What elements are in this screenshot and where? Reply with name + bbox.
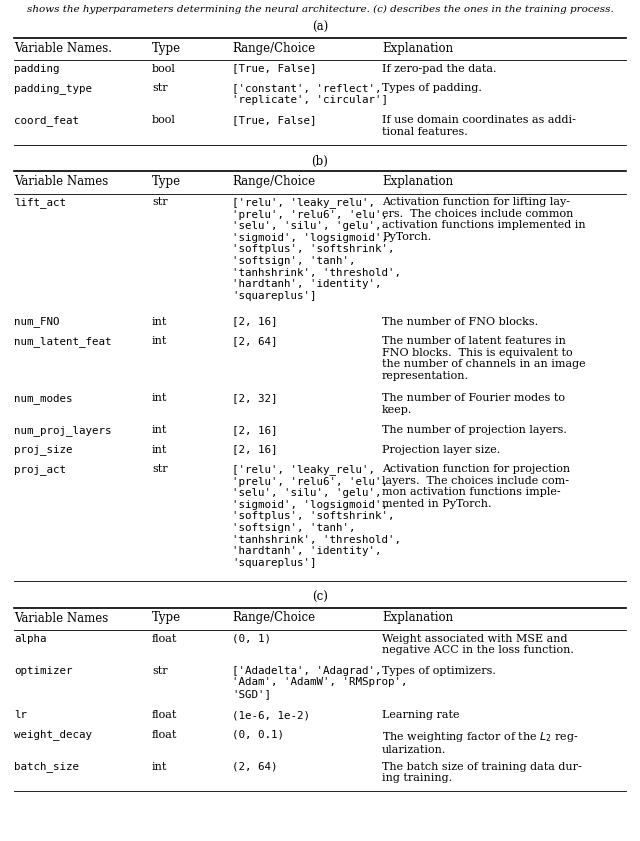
Text: ['relu', 'leaky_relu',
'prelu', 'relu6', 'elu',
'selu', 'silu', 'gelu',
'sigmoid: ['relu', 'leaky_relu', 'prelu', 'relu6',… — [232, 197, 401, 301]
Text: Types of padding.: Types of padding. — [382, 83, 482, 93]
Text: [2, 16]: [2, 16] — [232, 445, 278, 454]
Text: num_modes: num_modes — [14, 393, 72, 404]
Text: alpha: alpha — [14, 633, 47, 643]
Text: proj_size: proj_size — [14, 445, 72, 456]
Text: Activation function for projection
layers.  The choices include com-
mon activat: Activation function for projection layer… — [382, 464, 570, 509]
Text: [2, 64]: [2, 64] — [232, 336, 278, 346]
Text: str: str — [152, 665, 168, 675]
Text: The weighting factor of the $L_2$ reg-
ularization.: The weighting factor of the $L_2$ reg- u… — [382, 729, 579, 755]
Text: ['constant', 'reflect',
'replicate', 'circular']: ['constant', 'reflect', 'replicate', 'ci… — [232, 83, 388, 104]
Text: Range/Choice: Range/Choice — [232, 611, 315, 625]
Text: [2, 16]: [2, 16] — [232, 316, 278, 326]
Text: Range/Choice: Range/Choice — [232, 41, 315, 55]
Text: (b): (b) — [312, 155, 328, 167]
Text: (1e-6, 1e-2): (1e-6, 1e-2) — [232, 710, 310, 720]
Text: Variable Names.: Variable Names. — [14, 41, 112, 55]
Text: (0, 1): (0, 1) — [232, 633, 271, 643]
Text: str: str — [152, 464, 168, 474]
Text: int: int — [152, 316, 168, 326]
Text: [True, False]: [True, False] — [232, 115, 317, 125]
Text: The number of FNO blocks.: The number of FNO blocks. — [382, 316, 538, 326]
Text: Type: Type — [152, 611, 181, 625]
Text: str: str — [152, 83, 168, 93]
Text: shows the hyperparameters determining the neural architecture. (c) describes the: shows the hyperparameters determining th… — [27, 5, 613, 14]
Text: proj_act: proj_act — [14, 464, 66, 475]
Text: If zero-pad the data.: If zero-pad the data. — [382, 64, 497, 73]
Text: ['Adadelta', 'Adagrad',
'Adam', 'AdamW', 'RMSprop',
'SGD']: ['Adadelta', 'Adagrad', 'Adam', 'AdamW',… — [232, 665, 408, 699]
Text: float: float — [152, 710, 177, 720]
Text: weight_decay: weight_decay — [14, 729, 92, 740]
Text: [2, 32]: [2, 32] — [232, 393, 278, 403]
Text: num_latent_feat: num_latent_feat — [14, 336, 111, 346]
Text: lift_act: lift_act — [14, 197, 66, 208]
Text: Range/Choice: Range/Choice — [232, 175, 315, 188]
Text: Types of optimizers.: Types of optimizers. — [382, 665, 496, 675]
Text: float: float — [152, 633, 177, 643]
Text: (a): (a) — [312, 21, 328, 34]
Text: int: int — [152, 393, 168, 403]
Text: int: int — [152, 336, 168, 346]
Text: ['relu', 'leaky_relu',
'prelu', 'relu6', 'elu',
'selu', 'silu', 'gelu',
'sigmoid: ['relu', 'leaky_relu', 'prelu', 'relu6',… — [232, 464, 401, 568]
Text: Activation function for lifting lay-
ers.  The choices include common
activation: Activation function for lifting lay- ers… — [382, 197, 586, 242]
Text: padding: padding — [14, 64, 60, 73]
Text: The batch size of training data dur-
ing training.: The batch size of training data dur- ing… — [382, 761, 582, 783]
Text: num_proj_layers: num_proj_layers — [14, 425, 111, 436]
Text: coord_feat: coord_feat — [14, 115, 79, 126]
Text: Explanation: Explanation — [382, 41, 453, 55]
Text: Type: Type — [152, 175, 181, 188]
Text: int: int — [152, 761, 168, 771]
Text: Explanation: Explanation — [382, 175, 453, 188]
Text: batch_size: batch_size — [14, 761, 79, 772]
Text: Learning rate: Learning rate — [382, 710, 460, 720]
Text: padding_type: padding_type — [14, 83, 92, 94]
Text: The number of latent features in
FNO blocks.  This is equivalent to
the number o: The number of latent features in FNO blo… — [382, 336, 586, 381]
Text: Projection layer size.: Projection layer size. — [382, 445, 500, 454]
Text: Explanation: Explanation — [382, 611, 453, 625]
Text: The number of Fourier modes to
keep.: The number of Fourier modes to keep. — [382, 393, 565, 415]
Text: bool: bool — [152, 115, 176, 125]
Text: bool: bool — [152, 64, 176, 73]
Text: lr: lr — [14, 710, 27, 720]
Text: float: float — [152, 729, 177, 739]
Text: (2, 64): (2, 64) — [232, 761, 278, 771]
Text: str: str — [152, 197, 168, 207]
Text: (c): (c) — [312, 591, 328, 604]
Text: [2, 16]: [2, 16] — [232, 425, 278, 435]
Text: num_FNO: num_FNO — [14, 316, 60, 327]
Text: optimizer: optimizer — [14, 665, 72, 675]
Text: Variable Names: Variable Names — [14, 611, 108, 625]
Text: int: int — [152, 445, 168, 454]
Text: If use domain coordinates as addi-
tional features.: If use domain coordinates as addi- tiona… — [382, 115, 576, 136]
Text: Weight associated with MSE and
negative ACC in the loss function.: Weight associated with MSE and negative … — [382, 633, 574, 655]
Text: Variable Names: Variable Names — [14, 175, 108, 188]
Text: int: int — [152, 425, 168, 435]
Text: Type: Type — [152, 41, 181, 55]
Text: The number of projection layers.: The number of projection layers. — [382, 425, 567, 435]
Text: [True, False]: [True, False] — [232, 64, 317, 73]
Text: (0, 0.1): (0, 0.1) — [232, 729, 284, 739]
